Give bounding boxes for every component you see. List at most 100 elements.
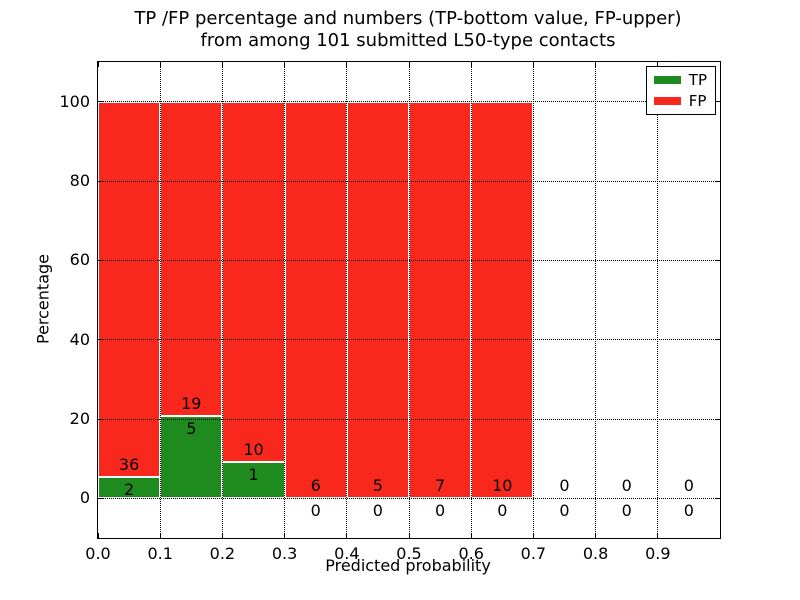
bar-fp-segment [98,101,161,478]
fp-count-label: 0 [683,476,694,496]
x-axis-top-tick [221,62,223,67]
bar-fp-segment [222,101,285,463]
x-axis-top-tick [159,62,161,67]
bar-fp-segment [409,101,472,499]
x-axis-tick [657,533,659,538]
legend-label-fp: FP [688,92,707,110]
y-axis-tick [98,418,103,420]
x-tick-label: 0.0 [85,544,111,563]
x-axis-top-tick [595,62,597,67]
bar-tp-segment [160,415,223,499]
grid-line-v [657,62,659,538]
y-axis-right-tick [715,180,720,182]
bars-layer [98,62,720,538]
annotation-layer: 0.0 0.1 0.2 0.3 0.4 0.5 0.6 0.7 0.8 0.9 0 20 40 60 80 1… [59,62,720,563]
legend-entry-tp: TP [653,71,707,89]
x-tick-label: 0.7 [520,544,547,563]
x-axis-tick [532,533,534,538]
bar-tp-segment [222,462,285,499]
bar-fp-segment [471,101,534,499]
fp-count-label: 5 [372,476,383,496]
x-axis-tick [408,533,410,538]
x-tick-label: 0.2 [209,544,236,563]
x-axis-top-tick [97,62,99,67]
x-axis-top-tick [346,62,348,67]
x-tick-label: 0.4 [334,544,360,563]
tick-layer [97,62,720,538]
x-axis-tick [346,533,348,538]
y-axis-tick [98,259,103,261]
y-axis-tick [98,339,103,341]
x-axis-tick [284,533,286,538]
tp-count-label: 0 [435,501,446,521]
y-axis-right-tick [715,259,720,261]
fp-count-label: 19 [181,393,202,413]
y-tick-label: 0 [79,488,90,508]
x-axis-top-tick [657,62,659,67]
x-axis-top-tick [470,62,472,67]
fp-count-label: 36 [118,455,140,475]
fp-count-label: 10 [243,440,264,460]
grid-line-h [98,101,720,103]
x-tick-label: 0.8 [582,544,609,563]
legend: TP FP [645,66,716,115]
x-axis-top-tick [532,62,534,67]
fp-swatch-icon [653,97,681,105]
bar-tp-segment [98,477,161,499]
y-tick-label: 20 [69,409,90,428]
x-tick-label: 0.6 [458,544,484,563]
grid-line-h [98,418,720,420]
legend-entry-fp: FP [653,92,707,110]
tp-count-label: 5 [186,418,197,438]
grid-line-v [284,62,286,538]
x-axis-top-tick [284,62,286,67]
grid-line-v [346,62,348,538]
tp-count-label: 0 [559,501,570,521]
x-axis-tick [470,533,472,538]
legend-label-tp: TP [688,71,707,89]
grid-line-v [470,62,472,538]
tp-count-label: 0 [497,501,508,521]
x-tick-label: 0.3 [271,544,298,563]
grid-line-v [159,62,161,538]
fp-count-label: 7 [435,476,446,496]
fp-count-label: 0 [621,476,632,496]
grid-line-v [408,62,410,538]
fp-count-label: 6 [310,476,321,496]
y-axis-tick [98,101,103,103]
grid-line-h [98,259,720,261]
plot-area: 0.0 0.1 0.2 0.3 0.4 0.5 0.6 0.7 0.8 0.9 0 20 40 60 80 1… [59,61,721,563]
grid-layer [98,62,720,538]
grid-line-v [221,62,223,538]
x-axis-tick [595,533,597,538]
bar-fp-segment [346,101,409,499]
y-tick-label: 40 [69,329,90,349]
bar-fp-segment [160,101,223,416]
x-axis-tick [221,533,223,538]
grid-line-h [98,497,720,499]
x-tick-label: 0.5 [396,544,422,563]
y-axis-right-tick [715,497,720,499]
tp-count-label: 0 [372,501,383,521]
x-tick-label: 0.9 [645,544,671,563]
x-tick-label: 0.1 [147,544,173,563]
y-axis-tick [98,180,103,182]
x-axis-label: Predicted probability [325,556,491,575]
y-tick-label: 80 [69,171,90,190]
chart-title-line2: from among 101 submitted L50-type contac… [200,30,616,51]
tp-count-label: 0 [683,501,694,521]
grid-line-v [532,62,534,538]
chart-title-line1: TP /FP percentage and numbers (TP-bottom… [134,8,682,29]
grid-line-h [98,339,720,341]
y-axis-right-tick [715,101,720,103]
fp-count-label: 0 [559,476,570,496]
tp-count-label: 2 [124,480,135,500]
y-axis-tick [98,497,103,499]
y-axis-right-tick [715,418,720,420]
tp-count-label: 1 [248,465,259,485]
fp-count-label: 10 [492,476,513,496]
tp-swatch-icon [653,76,681,84]
grid-line-v [595,62,597,538]
x-axis-tick [97,533,99,538]
